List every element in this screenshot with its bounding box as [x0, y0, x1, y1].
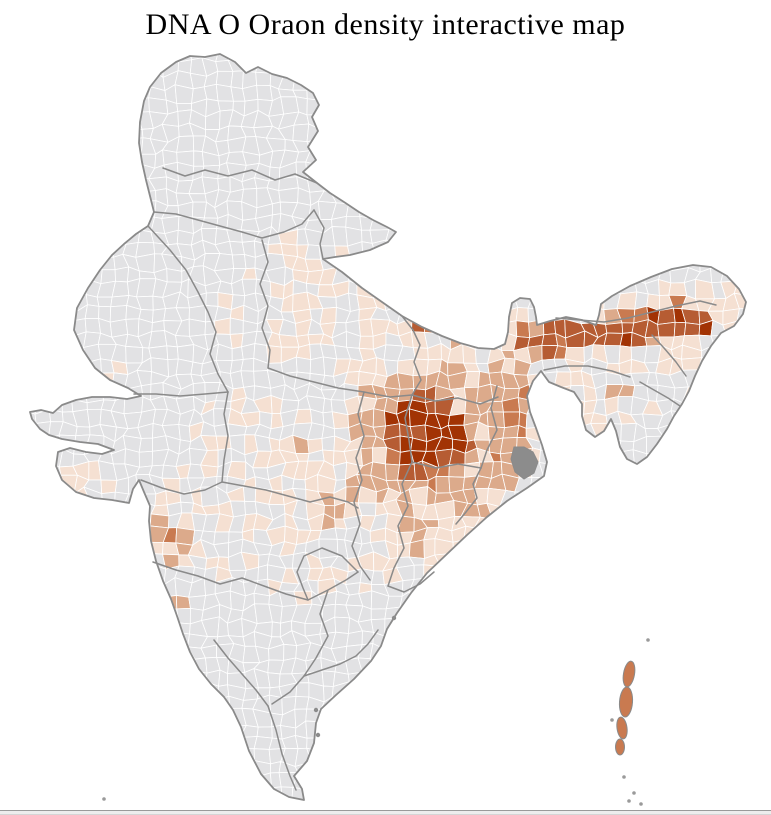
- page-title: DNA O Oraon density interactive map: [145, 8, 626, 41]
- india-outline: [29, 53, 747, 801]
- andaman-islands[interactable]: [615, 660, 637, 756]
- sundarbans-region[interactable]: [510, 446, 539, 480]
- district-cells[interactable]: [19, 45, 767, 809]
- horizontal-scrollbar[interactable]: [0, 810, 771, 815]
- island-specks: [102, 638, 650, 806]
- city-district-dots: [313, 615, 397, 738]
- state-borders: [133, 167, 717, 791]
